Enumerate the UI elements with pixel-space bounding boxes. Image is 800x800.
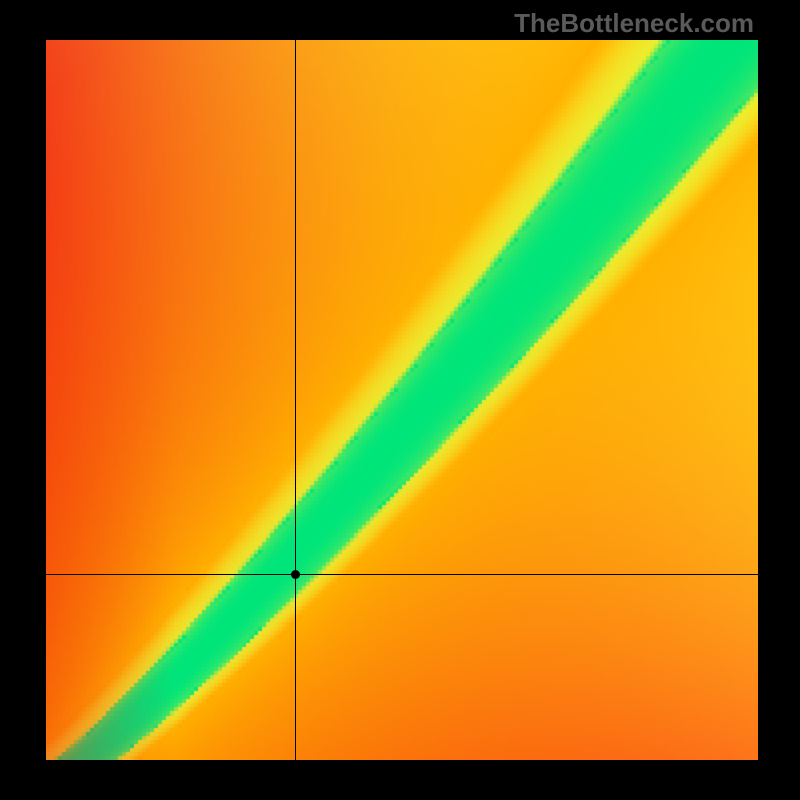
crosshair-horizontal	[46, 574, 758, 575]
watermark-text: TheBottleneck.com	[514, 8, 754, 39]
crosshair-vertical	[295, 40, 296, 760]
crosshair-marker	[291, 570, 300, 579]
heatmap-canvas	[46, 40, 758, 760]
chart-container: TheBottleneck.com	[0, 0, 800, 800]
